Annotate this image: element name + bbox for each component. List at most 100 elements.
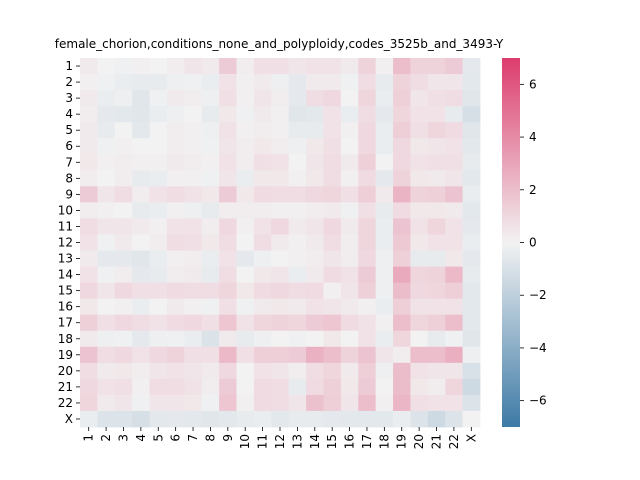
heatmap-cell-15-15 bbox=[323, 282, 342, 300]
heatmap-cell-15-19 bbox=[393, 282, 411, 300]
heatmap-cell-2-13 bbox=[288, 74, 307, 91]
heatmap-cell-16-6 bbox=[166, 298, 185, 316]
heatmap-cell-20-1 bbox=[80, 362, 98, 380]
heatmap-cell-21-12 bbox=[271, 378, 290, 396]
heatmap-cell-14-22 bbox=[445, 266, 464, 284]
heatmap-cell-8-8 bbox=[201, 170, 220, 187]
heatmap-cell-22-17 bbox=[358, 394, 377, 412]
heatmap-cell-11-22 bbox=[445, 218, 464, 235]
heatmap-cell-20-20 bbox=[410, 362, 429, 380]
heatmap-cell-19-9 bbox=[219, 346, 237, 364]
heatmap-cell-5-22 bbox=[445, 122, 464, 139]
heatmap-cell-14-10 bbox=[236, 266, 255, 284]
heatmap-cell-15-22 bbox=[445, 282, 464, 300]
heatmap-cell-1-2 bbox=[97, 58, 116, 75]
heatmap-cell-19-1 bbox=[80, 346, 98, 364]
heatmap-cell-11-1 bbox=[80, 218, 98, 235]
heatmap-cell-12-11 bbox=[253, 234, 272, 251]
heatmap-cell-14-11 bbox=[253, 266, 272, 284]
heatmap-cell-2-1 bbox=[80, 74, 98, 91]
heatmap-cell-X-16 bbox=[340, 410, 359, 428]
heatmap-cell-20-13 bbox=[288, 362, 307, 380]
heatmap-cell-6-13 bbox=[288, 138, 307, 155]
heatmap-cell-1-6 bbox=[166, 58, 185, 75]
heatmap-cell-20-14 bbox=[306, 362, 324, 380]
heatmap-cell-3-13 bbox=[288, 90, 307, 107]
heatmap-cell-1-15 bbox=[323, 58, 342, 75]
heatmap-cell-21-11 bbox=[253, 378, 272, 396]
heatmap-cell-14-6 bbox=[166, 266, 185, 284]
heatmap-cell-21-15 bbox=[323, 378, 342, 396]
heatmap-cell-3-5 bbox=[149, 90, 168, 107]
heatmap-cell-17-18 bbox=[375, 314, 394, 332]
heatmap-cell-13-2 bbox=[97, 250, 116, 267]
heatmap-cell-11-11 bbox=[253, 218, 272, 235]
heatmap-cell-21-18 bbox=[375, 378, 394, 396]
heatmap-cell-17-7 bbox=[184, 314, 203, 332]
heatmap-cell-14-19 bbox=[393, 266, 411, 284]
heatmap-cell-22-3 bbox=[114, 394, 133, 412]
heatmap-cell-5-10 bbox=[236, 122, 255, 139]
heatmap-cell-12-22 bbox=[445, 234, 464, 251]
heatmap-cell-3-9 bbox=[219, 90, 237, 107]
heatmap-cell-19-18 bbox=[375, 346, 394, 364]
heatmap-cell-X-8 bbox=[201, 410, 220, 428]
heatmap-cell-13-4 bbox=[132, 250, 150, 267]
heatmap-cell-10-17 bbox=[358, 202, 377, 219]
heatmap-cell-X-15 bbox=[323, 410, 342, 428]
heatmap-cell-9-8 bbox=[201, 186, 220, 203]
heatmap-cell-17-6 bbox=[166, 314, 185, 332]
heatmap-cell-5-4 bbox=[132, 122, 150, 139]
heatmap-cell-X-19 bbox=[393, 410, 411, 428]
heatmap-cell-1-1 bbox=[80, 58, 98, 75]
heatmap-cell-13-10 bbox=[236, 250, 255, 267]
heatmap-cell-4-X bbox=[462, 106, 481, 123]
heatmap-cell-X-5 bbox=[149, 410, 168, 428]
heatmap-cell-2-6 bbox=[166, 74, 185, 91]
heatmap-cell-3-18 bbox=[375, 90, 394, 107]
heatmap-cell-18-12 bbox=[271, 330, 290, 348]
heatmap-cell-16-14 bbox=[306, 298, 324, 316]
heatmap-cell-6-1 bbox=[80, 138, 98, 155]
column-tick-label: 6 bbox=[169, 434, 183, 442]
heatmap-cell-6-4 bbox=[132, 138, 150, 155]
heatmap-cell-4-21 bbox=[427, 106, 446, 123]
heatmap-cell-4-4 bbox=[132, 106, 150, 123]
heatmap-cells bbox=[80, 58, 481, 428]
heatmap-cell-19-20 bbox=[410, 346, 429, 364]
heatmap-cell-17-10 bbox=[236, 314, 255, 332]
heatmap-cell-2-3 bbox=[114, 74, 133, 91]
heatmap-cell-19-2 bbox=[97, 346, 116, 364]
heatmap-cell-X-2 bbox=[97, 410, 116, 428]
heatmap-cell-16-19 bbox=[393, 298, 411, 316]
heatmap-cell-16-X bbox=[462, 298, 481, 316]
heatmap-cell-7-21 bbox=[427, 154, 446, 171]
heatmap-cell-17-X bbox=[462, 314, 481, 332]
heatmap-cell-20-8 bbox=[201, 362, 220, 380]
row-tick-label: 12 bbox=[58, 236, 73, 250]
heatmap-cell-7-20 bbox=[410, 154, 429, 171]
heatmap-cell-2-21 bbox=[427, 74, 446, 91]
heatmap-cell-8-9 bbox=[219, 170, 237, 187]
heatmap-cell-19-5 bbox=[149, 346, 168, 364]
heatmap-cell-20-6 bbox=[166, 362, 185, 380]
heatmap-cell-7-18 bbox=[375, 154, 394, 171]
heatmap-cell-17-2 bbox=[97, 314, 116, 332]
heatmap-cell-8-4 bbox=[132, 170, 150, 187]
heatmap-cell-10-9 bbox=[219, 202, 237, 219]
heatmap-cell-10-2 bbox=[97, 202, 116, 219]
heatmap-cell-5-14 bbox=[306, 122, 324, 139]
heatmap-cell-9-13 bbox=[288, 186, 307, 203]
heatmap-cell-18-20 bbox=[410, 330, 429, 348]
heatmap-cell-20-21 bbox=[427, 362, 446, 380]
heatmap-cell-10-19 bbox=[393, 202, 411, 219]
row-tick-label: 13 bbox=[58, 252, 73, 266]
column-tick-label: 12 bbox=[273, 434, 287, 449]
heatmap-cell-15-5 bbox=[149, 282, 168, 300]
heatmap-cell-13-20 bbox=[410, 250, 429, 267]
heatmap-cell-20-7 bbox=[184, 362, 203, 380]
heatmap-cell-14-2 bbox=[97, 266, 116, 284]
heatmap-cell-19-22 bbox=[445, 346, 464, 364]
heatmap-cell-20-16 bbox=[340, 362, 359, 380]
